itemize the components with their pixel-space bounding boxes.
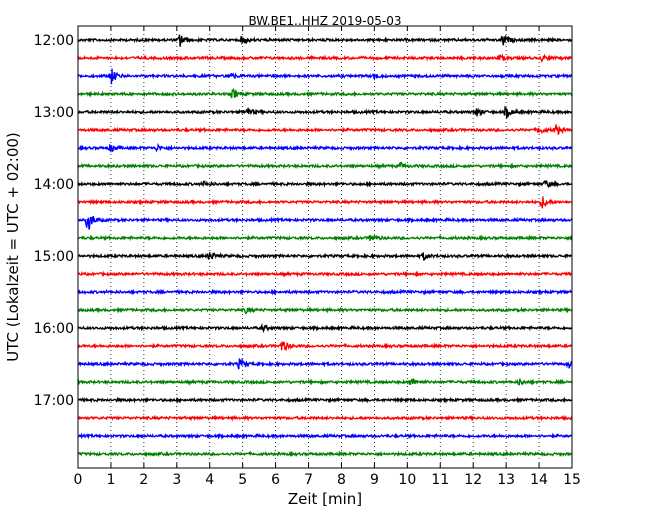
trace-line bbox=[77, 414, 573, 422]
x-tick-label: 9 bbox=[370, 472, 379, 488]
trace-line bbox=[77, 124, 573, 136]
trace-group bbox=[77, 34, 573, 458]
x-tick-label: 1 bbox=[106, 472, 115, 488]
trace-line bbox=[77, 288, 573, 296]
trace-line bbox=[77, 142, 573, 153]
x-tick-label: 8 bbox=[337, 472, 346, 488]
trace-line bbox=[77, 161, 573, 170]
y-tick-label: 12:00 bbox=[34, 33, 74, 49]
y-tick-label: 14:00 bbox=[34, 177, 74, 193]
x-tick-label: 13 bbox=[497, 472, 515, 488]
x-tick-label: 10 bbox=[398, 472, 416, 488]
trace-line bbox=[77, 215, 573, 230]
trace-line bbox=[77, 396, 573, 404]
trace-line bbox=[77, 341, 573, 352]
trace-line bbox=[77, 322, 573, 334]
trace-line bbox=[77, 358, 573, 370]
y-tick-label: 15:00 bbox=[34, 249, 74, 265]
x-tick-label: 0 bbox=[74, 472, 83, 488]
x-tick-label: 11 bbox=[431, 472, 449, 488]
grid-lines bbox=[110, 26, 540, 468]
trace-line bbox=[77, 105, 573, 119]
plot-frame bbox=[77, 25, 573, 469]
x-tick-label: 15 bbox=[563, 472, 581, 488]
y-tick-label: 16:00 bbox=[34, 321, 74, 337]
x-tick-label: 4 bbox=[205, 472, 214, 488]
trace-line bbox=[77, 233, 573, 242]
y-axis-ticks: 12:00 13:00 14:00 15:00 16:00 17:00 bbox=[34, 33, 572, 409]
x-tick-label: 6 bbox=[271, 472, 280, 488]
trace-line bbox=[77, 68, 573, 85]
trace-line bbox=[77, 377, 573, 386]
trace-line bbox=[77, 251, 573, 261]
chart-title: BW.BE1..HHZ 2019-05-03 bbox=[248, 14, 401, 28]
trace-line bbox=[77, 450, 573, 458]
x-tick-label: 3 bbox=[172, 472, 181, 488]
x-tick-label: 12 bbox=[464, 472, 482, 488]
x-axis-ticks: 0 1 2 3 4 5 6 7 8 9 10 11 12 13 14 15 bbox=[74, 26, 581, 488]
trace-line bbox=[77, 432, 573, 440]
y-tick-label: 17:00 bbox=[34, 393, 74, 409]
x-tick-label: 5 bbox=[238, 472, 247, 488]
trace-line bbox=[77, 179, 573, 189]
trace-line bbox=[77, 306, 573, 315]
trace-line bbox=[77, 34, 573, 47]
trace-line bbox=[77, 196, 573, 209]
trace-line bbox=[77, 53, 573, 63]
x-tick-label: 7 bbox=[304, 472, 313, 488]
trace-line bbox=[77, 270, 572, 278]
x-tick-label: 14 bbox=[530, 472, 548, 488]
y-tick-label: 13:00 bbox=[34, 105, 74, 121]
trace-line bbox=[77, 87, 573, 99]
x-tick-label: 2 bbox=[139, 472, 148, 488]
x-axis-label: Zeit [min] bbox=[288, 490, 362, 508]
y-axis-label: UTC (Lokalzeit = UTC + 02:00) bbox=[4, 132, 22, 362]
